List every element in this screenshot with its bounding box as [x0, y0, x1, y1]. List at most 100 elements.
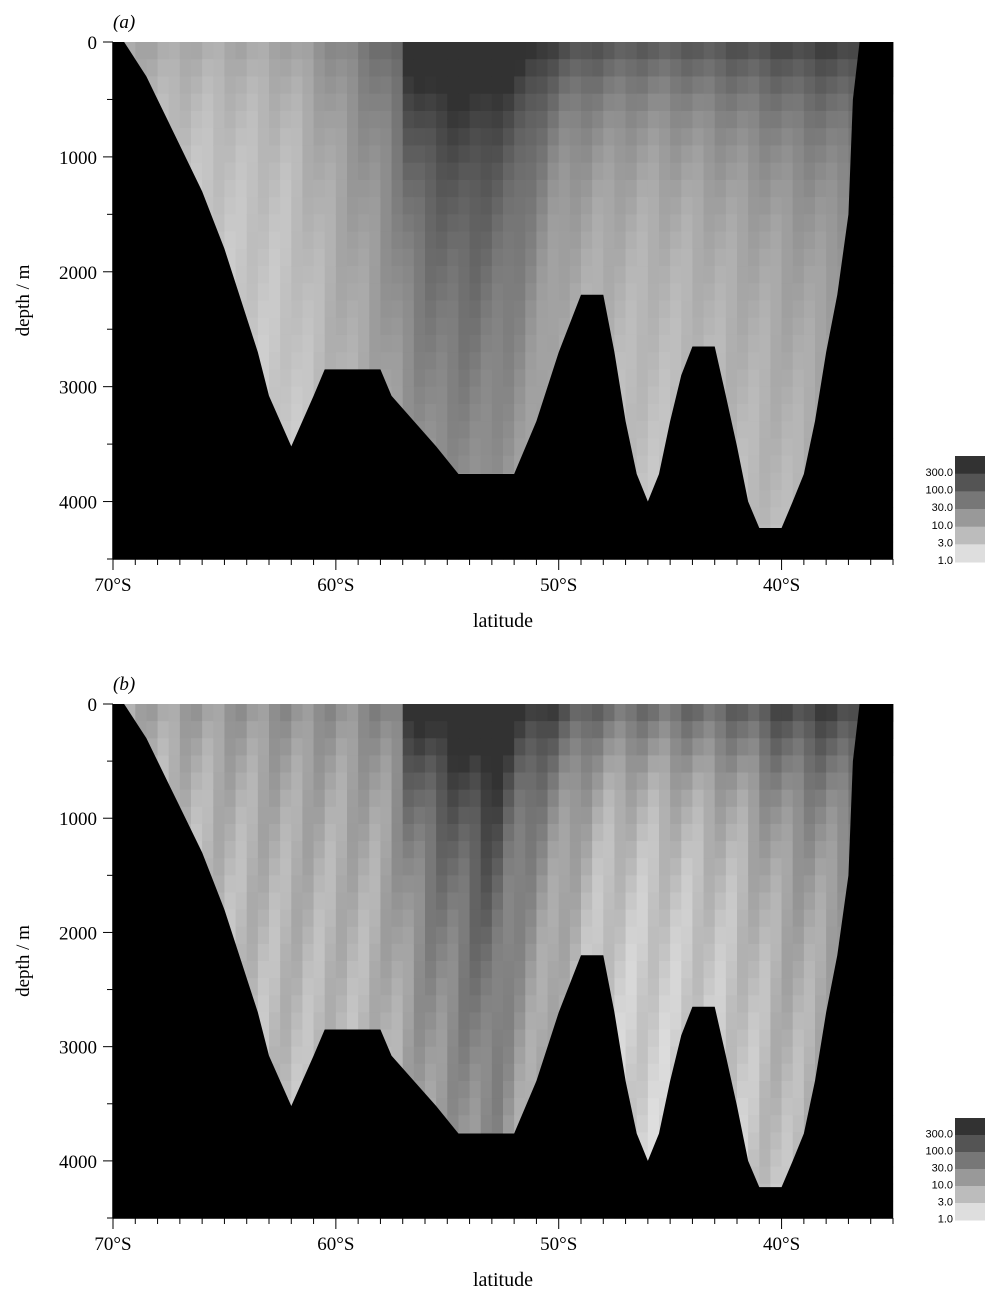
- b-field-cell: [759, 1166, 772, 1185]
- a-field-cell: [603, 76, 616, 95]
- b-field-cell: [792, 1046, 805, 1065]
- b-field-cell: [202, 841, 214, 859]
- a-field-cell: [803, 162, 816, 181]
- a-field-cell: [257, 110, 270, 129]
- a-field-cell: [636, 59, 649, 78]
- b-field-cell: [480, 704, 493, 722]
- a-field-cell: [269, 128, 281, 146]
- a-field-cell: [503, 110, 515, 129]
- a-field-cell: [737, 283, 749, 302]
- a-field-cell: [625, 76, 638, 95]
- a-field-cell: [536, 110, 549, 129]
- a-field-cell: [792, 197, 805, 215]
- b-field-cell: [770, 892, 783, 911]
- a-field-cell: [391, 266, 404, 284]
- b-field-cell: [837, 755, 850, 774]
- a-field-cell: [670, 369, 682, 388]
- a-field-cell: [380, 162, 393, 181]
- b-field-cell: [436, 772, 448, 791]
- a-field-cell: [759, 42, 772, 60]
- a-field-cell: [759, 59, 772, 78]
- b-field-cell: [380, 995, 393, 1013]
- a-field-cell: [224, 179, 237, 198]
- a-field-cell: [291, 300, 304, 319]
- b-field-cell: [413, 772, 426, 791]
- b-field-cell: [458, 1029, 471, 1048]
- b-field-cell: [235, 892, 248, 911]
- a-field-cell: [770, 42, 783, 60]
- a-field-cell: [235, 145, 248, 164]
- b-field-cell: [402, 823, 415, 842]
- b-field-cell: [503, 892, 515, 911]
- b-field-cell: [413, 841, 426, 859]
- b-field-cell: [803, 841, 816, 859]
- b-field-cell: [157, 738, 170, 756]
- a-field-cell: [280, 369, 292, 388]
- a-field-cell: [692, 231, 705, 250]
- a-field-cell: [269, 214, 281, 233]
- b-field-cell: [469, 823, 482, 842]
- b-field-cell: [291, 1063, 304, 1082]
- a-field-cell: [536, 197, 549, 215]
- b-field-cell: [625, 961, 638, 979]
- a-field-cell: [369, 59, 382, 78]
- b-field-cell: [380, 943, 393, 962]
- b-field-cell: [514, 943, 526, 962]
- a-field-cell: [547, 76, 560, 95]
- b-field-cell: [737, 1098, 749, 1116]
- a-field-cell: [781, 93, 794, 112]
- a-field-cell: [313, 179, 326, 198]
- a-field-cell: [737, 403, 749, 422]
- a-field-cell: [436, 93, 448, 112]
- a-field-cell: [491, 162, 504, 181]
- b-field-cell: [714, 704, 727, 722]
- b-field-cell: [291, 704, 304, 722]
- a-field-cell: [458, 59, 471, 78]
- a-field-cell: [235, 214, 248, 233]
- a-field-cell: [503, 162, 515, 181]
- a-field-cell: [759, 317, 772, 336]
- a-field-cell: [246, 283, 259, 302]
- a-field-cell: [324, 283, 337, 302]
- b-y-tick-label: 3000: [59, 1038, 97, 1059]
- a-field-cell: [636, 93, 649, 112]
- b-field-cell: [614, 961, 627, 979]
- a-field-cell: [703, 128, 716, 146]
- a-field-cell: [670, 386, 682, 405]
- b-field-cell: [480, 858, 493, 876]
- a-field-cell: [313, 317, 326, 336]
- a-field-cell: [358, 214, 370, 233]
- a-field-cell: [447, 438, 460, 457]
- b-field-cell: [837, 721, 850, 739]
- a-field-cell: [491, 386, 504, 405]
- b-field-cell: [636, 1115, 649, 1133]
- b-field-cell: [581, 789, 593, 808]
- b-field-cell: [413, 704, 426, 722]
- a-field-cell: [803, 42, 816, 60]
- a-field-cell: [692, 334, 705, 353]
- a-field-cell: [803, 248, 816, 267]
- b-field-cell: [636, 892, 649, 911]
- b-field-cell: [815, 755, 827, 774]
- b-field-cell: [670, 926, 682, 945]
- b-field-cell: [647, 1063, 660, 1082]
- b-field-cell: [369, 892, 382, 911]
- a-field-cell: [224, 197, 237, 215]
- b-field-cell: [503, 738, 515, 756]
- b-field-cell: [837, 806, 850, 825]
- a-field-cell: [770, 317, 783, 336]
- a-field-cell: [592, 248, 604, 267]
- a-field-cell: [313, 248, 326, 267]
- b-field-cell: [425, 909, 437, 928]
- b-field-cell: [659, 841, 671, 859]
- a-field-cell: [491, 214, 504, 233]
- a-field-cell: [781, 490, 794, 508]
- a-field-cell: [725, 352, 738, 371]
- b-field-cell: [458, 772, 471, 791]
- b-field-cell: [759, 1132, 772, 1151]
- b-field-cell: [792, 772, 805, 791]
- a-y-tick-label: 3000: [59, 378, 97, 399]
- a-field-cell: [491, 145, 504, 164]
- a-field-cell: [826, 162, 838, 181]
- b-field-cell: [469, 978, 482, 996]
